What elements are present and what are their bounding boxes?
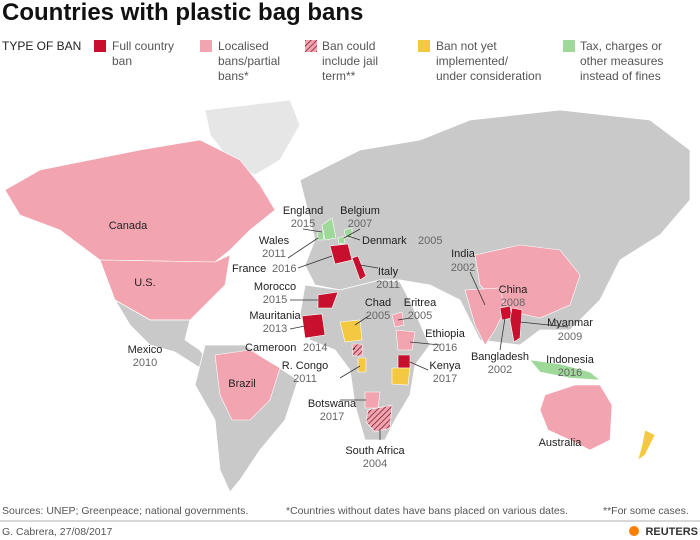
footer: Sources: UNEP; Greenpeace; national gove… xyxy=(0,505,700,538)
country-name: China xyxy=(499,284,529,296)
country-year: 2011 xyxy=(376,279,400,291)
country-year: 2016 xyxy=(558,367,582,379)
country-year: 2014 xyxy=(303,342,327,354)
country-year: 2013 xyxy=(263,323,287,335)
country-name: Australia xyxy=(539,437,583,449)
footnote: *Countries without dates have bans place… xyxy=(286,505,568,517)
country-year: 2005 xyxy=(408,310,432,322)
country-name: Myanmar xyxy=(547,317,593,329)
legend-swatch xyxy=(94,40,106,52)
legend-text: other measures xyxy=(580,54,663,68)
country-name: Bangladesh xyxy=(471,351,529,363)
country-name: Morocco xyxy=(254,281,296,293)
country-year: 2007 xyxy=(348,218,372,230)
country-year: 2009 xyxy=(558,331,582,343)
credit: G. Cabrera, 27/08/2017 xyxy=(2,526,112,538)
legend-text: term** xyxy=(322,69,356,83)
country-name: England xyxy=(283,205,323,217)
country-name: Canada xyxy=(109,220,148,232)
title: Countries with plastic bag bans xyxy=(2,0,363,26)
country-name: South Africa xyxy=(345,445,405,457)
country-year: 2004 xyxy=(363,458,387,470)
legend-text: bans/partial xyxy=(218,54,280,68)
brand: REUTERS xyxy=(645,526,698,538)
country-labels: Canada U.S. Mexico 2010 Brazil England 2… xyxy=(109,205,595,470)
country-year: 2011 xyxy=(262,248,286,260)
country-name: Italy xyxy=(378,266,399,278)
legend-swatch xyxy=(305,40,317,52)
country-name: U.S. xyxy=(134,277,155,289)
country-year: 2002 xyxy=(488,364,512,376)
country-name: Indonesia xyxy=(546,354,595,366)
country-name: France xyxy=(232,263,266,275)
legend-text: Ban could xyxy=(322,39,375,53)
country-name: Kenya xyxy=(429,360,461,372)
legend-swatch xyxy=(200,40,212,52)
legend-swatch xyxy=(563,40,575,52)
country-name: Cameroon xyxy=(245,342,296,354)
legend-text: ban xyxy=(112,54,132,68)
country-year: 2017 xyxy=(433,373,457,385)
country-year: 2005 xyxy=(366,310,390,322)
legend-label: TYPE OF BAN xyxy=(2,39,81,53)
country-name: Denmark xyxy=(362,235,407,247)
country-year: 2017 xyxy=(320,411,344,423)
landmasses xyxy=(4,99,691,493)
country-name: Belgium xyxy=(340,205,380,217)
country-name: Mauritania xyxy=(249,310,301,322)
country-name: India xyxy=(451,248,476,260)
brand-logo xyxy=(629,526,639,536)
country-year: 2002 xyxy=(451,262,475,274)
legend-text: Full country xyxy=(112,39,174,53)
legend-swatch xyxy=(418,40,430,52)
country-year: 2016 xyxy=(433,342,457,354)
country-year: 2005 xyxy=(418,235,442,247)
country-name: Eritrea xyxy=(404,297,437,309)
country-year: 2015 xyxy=(291,218,315,230)
legend-text: Tax, charges or xyxy=(580,39,662,53)
country-name: Mexico xyxy=(128,344,163,356)
legend-text: instead of fines xyxy=(580,69,661,83)
footnote: **For some cases. xyxy=(603,505,689,517)
country-year: 2008 xyxy=(501,297,525,309)
sources: Sources: UNEP; Greenpeace; national gove… xyxy=(2,505,248,517)
country-year: 2016 xyxy=(272,263,296,275)
legend-text: Ban not yet xyxy=(436,39,497,53)
country-year: 2011 xyxy=(293,373,317,385)
legend-text: Localised xyxy=(218,39,269,53)
legend-text: under consideration xyxy=(436,69,541,83)
legend-text: implemented/ xyxy=(436,54,509,68)
country-name: R. Congo xyxy=(282,360,328,372)
country-year: 2015 xyxy=(263,294,287,306)
country-name: Brazil xyxy=(228,378,256,390)
legend: TYPE OF BAN Full country ban Localised b… xyxy=(2,39,663,83)
leader-lines xyxy=(287,228,569,440)
country-name: Botswana xyxy=(308,398,357,410)
country-year: 2010 xyxy=(133,357,157,369)
legend-text: bans* xyxy=(218,69,249,83)
legend-text: include jail xyxy=(322,54,378,68)
country-name: Ethiopia xyxy=(425,328,466,340)
country-name: Wales xyxy=(259,235,290,247)
country-name: Chad xyxy=(365,297,391,309)
